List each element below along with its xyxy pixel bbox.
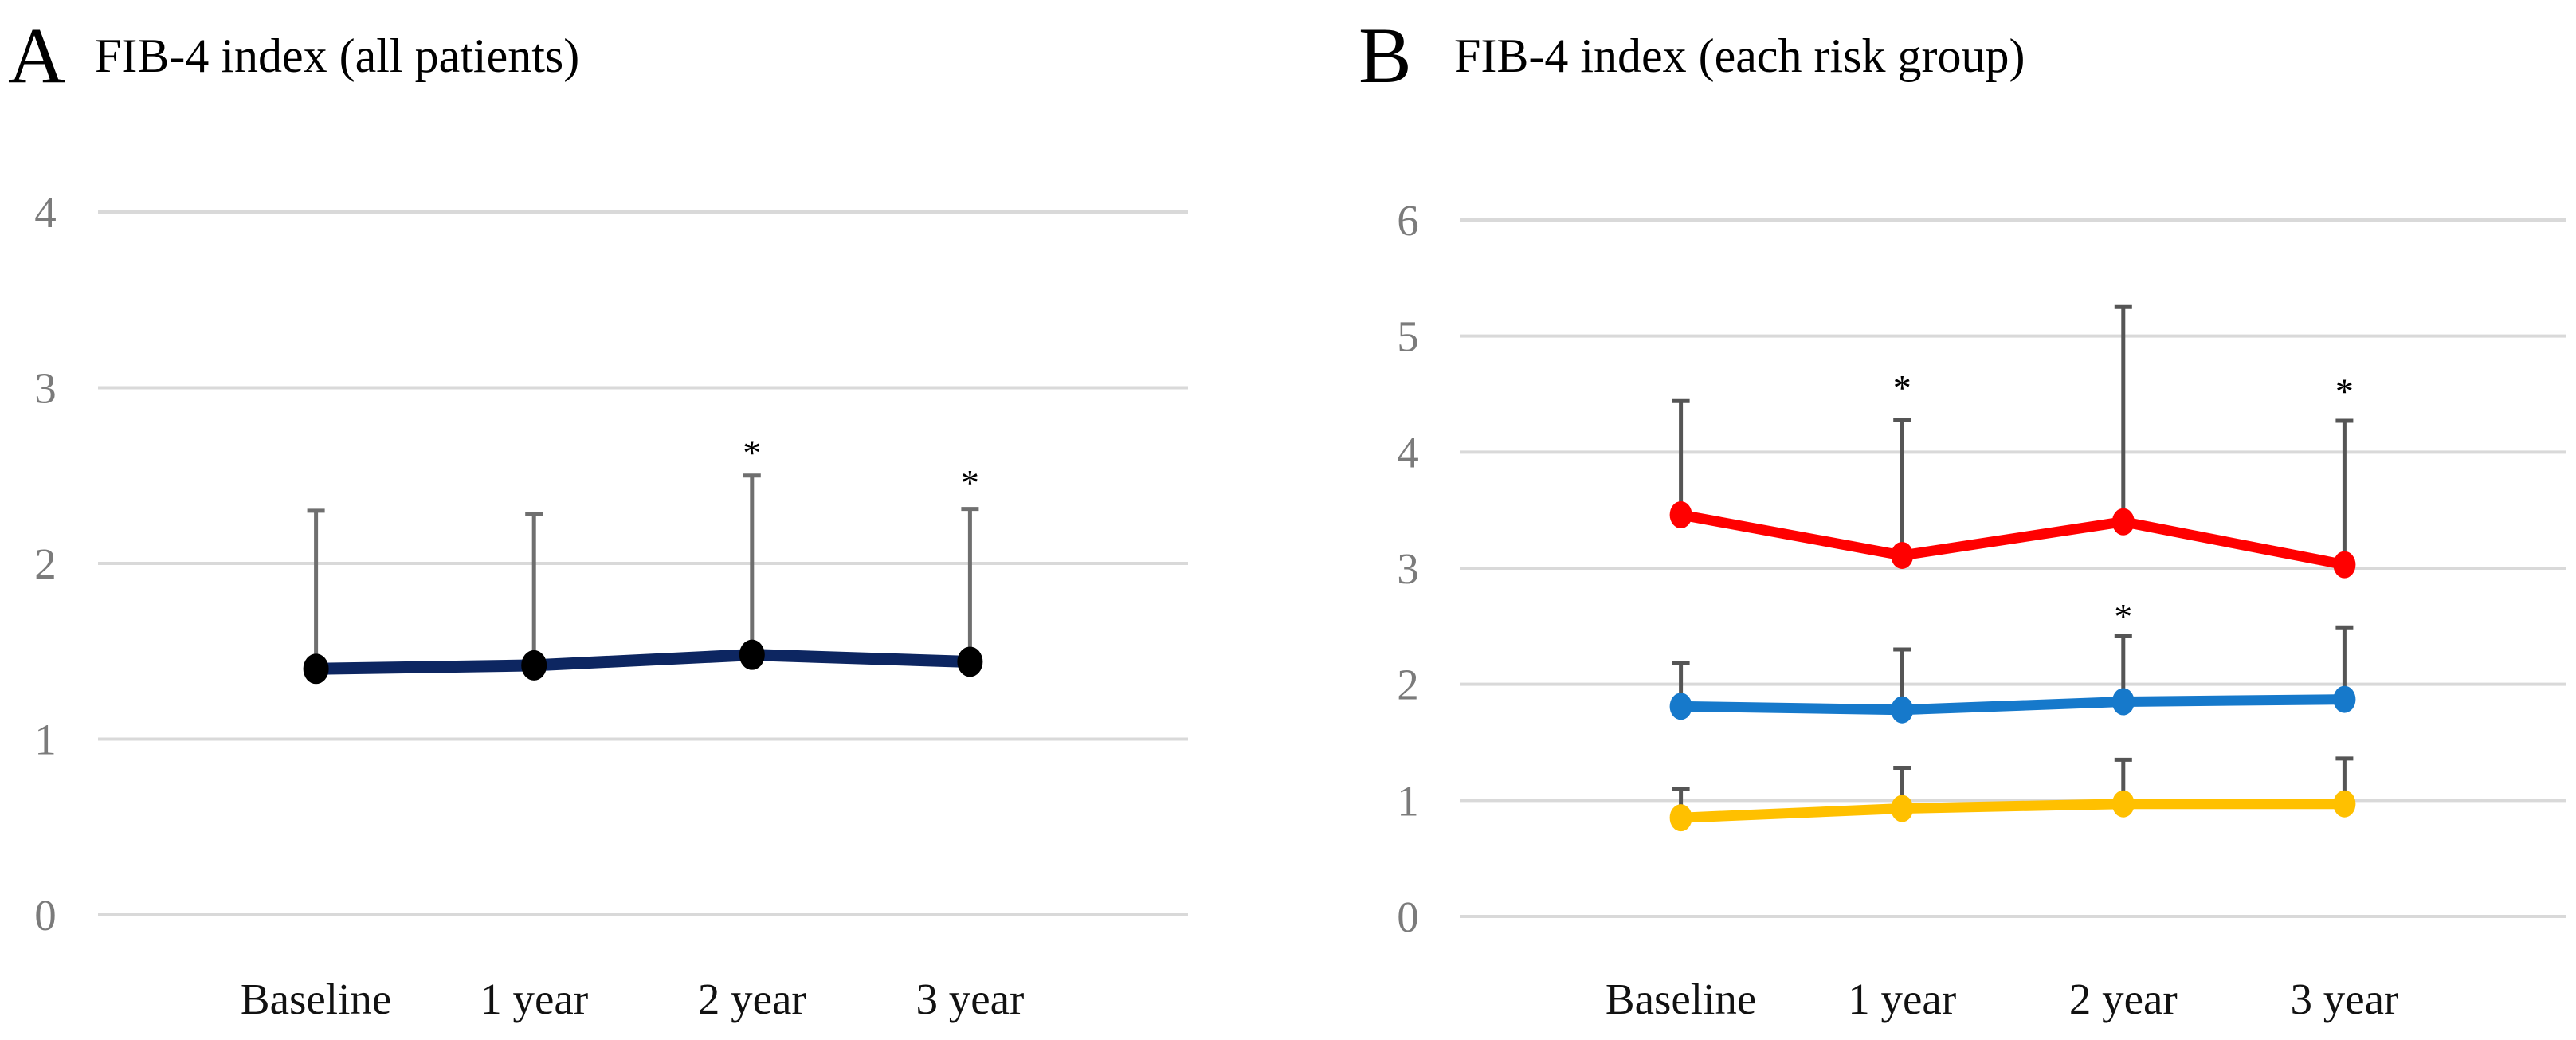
data-point-marker: [1669, 693, 1692, 720]
data-point-marker: [739, 639, 765, 670]
series-line: [310, 649, 976, 675]
x-axis-category-label: Baseline: [241, 975, 391, 1023]
significance-asterisk: *: [1893, 367, 1911, 408]
x-axis-category-label: 1 year: [1848, 975, 1956, 1023]
x-axis-category-label: Baseline: [1606, 975, 1756, 1023]
y-axis-tick-label: 2: [1397, 661, 1419, 709]
y-axis-tick-label: 6: [1397, 196, 1419, 245]
data-point-marker: [1891, 541, 1914, 569]
data-point-marker: [1891, 696, 1914, 724]
x-axis-category-label: 3 year: [2290, 975, 2398, 1023]
data-point-marker: [2333, 551, 2356, 579]
y-axis-tick-label: 0: [34, 891, 57, 940]
data-point-marker: [2111, 790, 2135, 818]
data-point-marker: [957, 646, 983, 677]
x-axis-category-label: 3 year: [916, 975, 1024, 1023]
data-point-marker: [2333, 685, 2356, 713]
data-point-marker: [521, 650, 547, 681]
data-point-marker: [2333, 790, 2356, 818]
panel-b-label: B: [1359, 11, 1412, 100]
y-axis-tick-label: 1: [34, 716, 57, 764]
panel-a-title: FIB-4 index (all patients): [95, 29, 580, 82]
y-axis-tick-label: 1: [1397, 776, 1419, 825]
significance-asterisk: *: [2114, 596, 2132, 637]
y-axis-tick-label: 4: [34, 188, 57, 237]
panel-a-label: A: [8, 11, 66, 100]
data-point-marker: [2111, 508, 2135, 536]
data-point-marker: [1669, 804, 1692, 832]
data-point-marker: [2111, 688, 2135, 716]
y-axis-tick-label: 4: [1397, 428, 1419, 477]
x-axis-category-label: 2 year: [2069, 975, 2178, 1023]
data-point-marker: [1669, 500, 1692, 528]
y-axis-tick-label: 2: [34, 540, 57, 588]
significance-asterisk: *: [961, 462, 979, 503]
y-axis-tick-label: 3: [1397, 544, 1419, 593]
significance-asterisk: *: [2335, 371, 2354, 411]
series-line: [1676, 799, 2350, 823]
panel-b-title: FIB-4 index (each risk group): [1454, 29, 2025, 82]
series-line: [1676, 694, 2350, 716]
data-point-marker: [1891, 795, 1914, 822]
series-line: [1676, 509, 2350, 571]
x-axis-category-label: 1 year: [480, 975, 588, 1023]
x-axis-category-label: 2 year: [698, 975, 806, 1023]
significance-asterisk: *: [743, 432, 761, 473]
y-axis-tick-label: 3: [34, 364, 57, 413]
data-point-marker: [303, 653, 329, 685]
y-axis-tick-label: 5: [1397, 312, 1419, 361]
y-axis-tick-label: 0: [1397, 893, 1419, 941]
